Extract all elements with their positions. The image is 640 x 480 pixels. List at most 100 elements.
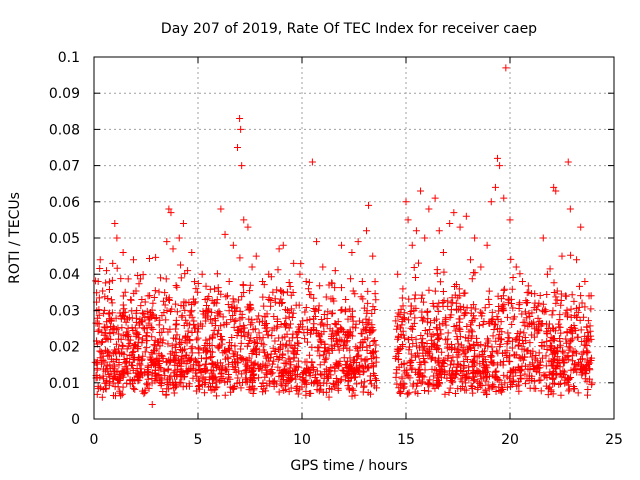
data-point [108,299,116,307]
data-point [204,307,212,315]
data-point [216,342,224,350]
data-point [181,372,189,380]
data-point [268,326,276,334]
data-point [538,342,546,350]
data-point [353,380,361,388]
data-point [557,329,565,337]
data-point [269,344,277,352]
data-point [408,241,416,249]
data-point [500,194,508,202]
data-point [259,388,267,396]
data-point [160,367,168,375]
data-point [105,381,113,389]
data-point [543,337,551,345]
data-point [162,316,170,324]
data-point [166,374,174,382]
data-point [492,367,500,375]
data-point [415,344,423,352]
data-point [411,291,419,299]
data-point [512,369,520,377]
data-point [210,285,218,293]
data-point [456,302,464,310]
data-point [228,334,236,342]
data-point [313,386,321,394]
x-tick-labels: 0 5 10 15 20 25 [90,432,623,448]
y-tick-label: 0 [71,412,80,428]
data-point [400,367,408,375]
data-point [461,289,469,297]
data-point [434,307,442,315]
data-point [523,299,531,307]
data-point [118,341,126,349]
data-point [162,275,170,283]
data-point [283,330,291,338]
data-point [213,270,221,278]
data-point [460,361,468,369]
data-point [196,385,204,393]
data-point [455,285,463,293]
data-point [249,367,257,375]
data-point [304,325,312,333]
data-point [285,388,293,396]
data-point [185,366,193,374]
data-point [463,356,471,363]
data-point [334,362,342,370]
data-point [499,361,507,369]
data-point [332,321,340,329]
data-point [328,341,336,349]
data-point [583,323,591,331]
data-point [260,302,268,310]
data-point [105,309,113,317]
data-point [143,307,151,315]
data-point [566,344,574,352]
data-point [310,294,318,302]
data-point [494,334,502,342]
data-point [246,281,254,289]
data-point [229,312,237,320]
data-point [283,379,291,387]
data-point [106,278,114,286]
data-point [508,285,516,293]
data-point [462,373,470,381]
data-point [116,350,124,358]
data-point [412,335,420,343]
data-point [124,336,132,344]
data-point [294,327,302,335]
data-point [367,380,375,388]
data-point [134,377,142,385]
data-point [573,368,581,376]
data-point [499,385,507,393]
data-point [483,390,491,398]
data-point [550,379,558,387]
data-point [528,353,536,361]
data-point [184,332,192,340]
data-point [400,380,408,388]
data-point [273,318,281,326]
data-point [229,350,237,358]
data-point [173,283,181,291]
data-point [227,388,235,396]
data-point [282,321,290,329]
data-point [398,375,406,383]
data-point [240,322,248,330]
data-point [577,326,585,334]
data-point [288,313,296,321]
data-point [129,362,137,370]
data-point [543,270,551,278]
data-point [331,267,339,275]
data-point [437,373,445,381]
data-point [318,371,326,379]
data-point [289,289,297,297]
data-point [284,370,292,378]
data-point [398,321,406,329]
data-point [172,380,180,388]
data-point [328,310,336,318]
data-point [256,318,264,326]
data-point [263,362,271,370]
data-point [349,386,357,394]
data-point [361,357,369,365]
data-point [450,282,458,290]
data-point [438,348,446,356]
data-points [92,64,595,409]
data-point [567,305,575,313]
